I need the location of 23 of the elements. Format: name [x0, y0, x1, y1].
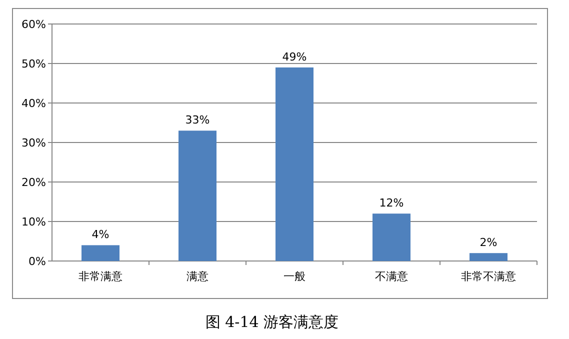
y-tick-label: 60% [22, 18, 46, 31]
data-label: 33% [185, 114, 210, 127]
bar [82, 245, 120, 261]
data-label: 2% [480, 236, 498, 250]
y-tick-label: 0% [28, 255, 46, 268]
y-tick-label: 40% [22, 97, 46, 110]
x-tick-label: 一般 [284, 270, 306, 283]
bar [372, 214, 410, 261]
x-tick-label: 不满意 [375, 270, 408, 283]
data-label: 4% [92, 228, 110, 242]
x-tick-label: 非常满意 [78, 270, 122, 283]
bar [178, 130, 216, 261]
caption: 图 4-14 游客满意度 [205, 313, 339, 331]
data-label: 49% [282, 50, 307, 64]
y-tick-label: 10% [22, 216, 46, 228]
y-tick-label: 50% [22, 58, 46, 70]
x-tick-label: 满意 [186, 270, 208, 283]
data-label: 12% [379, 196, 404, 210]
x-tick-label: 非常不满意 [461, 270, 516, 283]
bar [276, 67, 314, 261]
bar [470, 253, 508, 261]
y-tick-label: 30% [22, 136, 46, 150]
y-tick-label: 20% [22, 176, 46, 189]
